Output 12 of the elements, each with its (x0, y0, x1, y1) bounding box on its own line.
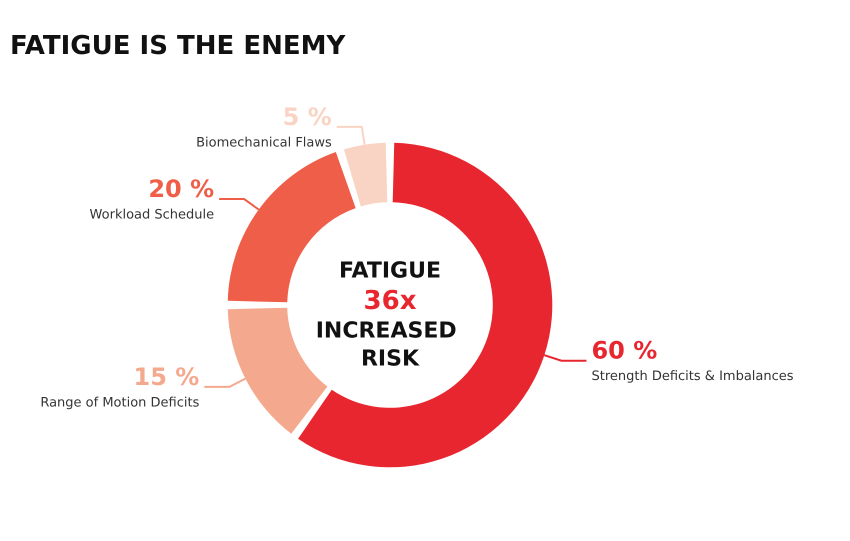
text: INCREASED RISK (316, 318, 464, 372)
data-label: 15 % (134, 362, 200, 391)
data-label: 60 % (591, 336, 658, 365)
data-label: 20 % (148, 175, 214, 204)
slice-label: Strength Deficits & Imbalances (591, 369, 794, 384)
data-label: 5 % (282, 102, 332, 131)
slice-label: Biomechanical Flaws (196, 135, 332, 150)
slice-label: Workload Schedule (90, 208, 214, 223)
chart-title: FATIGUE IS THE ENEMY (10, 31, 346, 61)
text: FATIGUE (339, 258, 441, 284)
text: 36x (364, 286, 417, 316)
slice-label: Range of Motion Deficits (40, 395, 200, 410)
